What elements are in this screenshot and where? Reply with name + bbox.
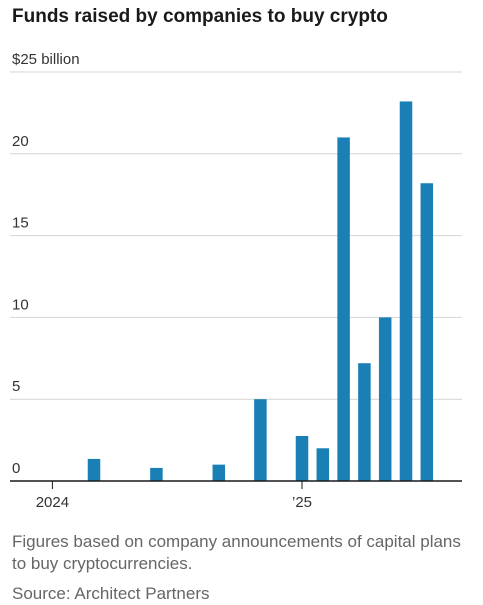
- bar: [254, 399, 267, 481]
- bar: [337, 137, 350, 481]
- y-tick-label: 5: [12, 378, 20, 395]
- bars: [87, 101, 434, 482]
- bar: [150, 467, 163, 481]
- bar: [316, 448, 330, 481]
- bar: [295, 436, 309, 481]
- axes: $25 billion 20 15 10 5 0 2024 ’25: [10, 51, 462, 511]
- x-tick-label: 2024: [36, 494, 69, 511]
- bar: [399, 101, 413, 481]
- bar: [358, 363, 371, 481]
- y-tick-label: 15: [12, 215, 29, 232]
- chart-title: Funds raised by companies to buy crypto: [12, 6, 388, 27]
- y-tick-label: $25 billion: [12, 51, 80, 68]
- bar-chart: $25 billion 20 15 10 5 0 2024 ’25: [10, 51, 462, 511]
- chart-footnote: Figures based on company announcements o…: [12, 532, 461, 573]
- y-tick-label: 0: [12, 460, 20, 477]
- gridlines: [10, 71, 462, 400]
- bar: [378, 317, 392, 481]
- y-tick-label: 20: [12, 133, 29, 150]
- chart-source: Source: Architect Partners: [12, 584, 210, 603]
- bar: [212, 464, 226, 481]
- bar: [420, 183, 434, 482]
- x-tick-label: ’25: [292, 494, 312, 511]
- y-tick-label: 10: [12, 296, 29, 313]
- bar: [87, 458, 101, 481]
